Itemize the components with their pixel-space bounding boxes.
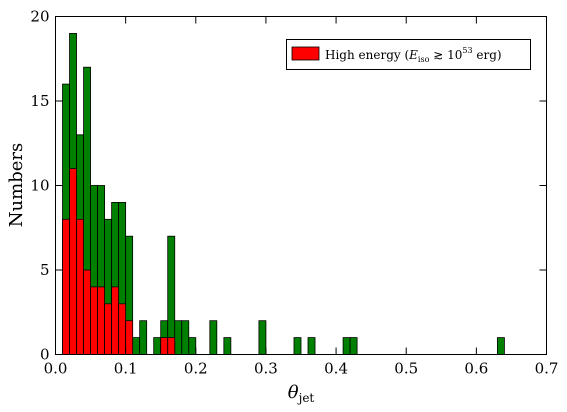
legend-label-high-energy: High energy (Eiso ≳ 1053 erg) — [325, 46, 502, 64]
high-energy-bar-7 — [111, 286, 120, 355]
total-bar-26 — [496, 337, 505, 355]
high-energy-bar-5 — [97, 286, 106, 355]
x-tick-label-7: 0.7 — [535, 360, 559, 378]
x-axis-label: θjet — [288, 382, 315, 405]
x-axis-symbol: θ — [288, 382, 299, 403]
x-tick-label-4: 0.4 — [324, 360, 348, 378]
total-bar-17 — [181, 320, 190, 355]
total-bar-22 — [293, 337, 302, 355]
x-tick-label-2: 0.2 — [184, 360, 208, 378]
bars-layer — [62, 33, 505, 355]
total-bar-15 — [167, 235, 176, 355]
total-bar-13 — [153, 337, 162, 355]
high-energy-bar-8 — [118, 303, 127, 355]
high-energy-bar-0 — [62, 218, 70, 355]
tick-labels-layer: 0.0 0.1 0.2 0.3 0.4 0.5 0.6 0.7 0 5 10 15 20 — [30, 8, 558, 378]
plot-frame — [55, 16, 547, 355]
y-tick-label-2: 10 — [30, 177, 49, 195]
high-energy-bar-6 — [104, 303, 113, 355]
high-energy-bar-9 — [125, 320, 134, 355]
high-energy-bar-14 — [160, 337, 169, 355]
legend: High energy (Eiso ≳ 1053 erg) — [286, 39, 531, 70]
x-tick-label-6: 0.6 — [464, 360, 488, 378]
total-bar-21 — [258, 320, 267, 355]
legend-box — [286, 39, 531, 70]
high-energy-bar-15 — [167, 337, 176, 355]
total-bar-25 — [349, 337, 358, 355]
total-bar-16 — [174, 320, 183, 355]
legend-swatch-high-energy — [291, 46, 320, 61]
y-tick-label-0: 0 — [40, 346, 50, 364]
high-energy-bar-2 — [76, 218, 84, 355]
high-energy-bar-1 — [69, 168, 77, 355]
total-bar-11 — [139, 320, 148, 355]
total-bar-19 — [209, 320, 218, 355]
x-tick-label-5: 0.5 — [394, 360, 418, 378]
y-tick-label-4: 20 — [30, 8, 49, 26]
x-tick-label-1: 0.1 — [114, 360, 138, 378]
y-axis-label: Numbers — [6, 143, 27, 227]
high-energy-bar-3 — [83, 269, 91, 355]
x-tick-label-3: 0.3 — [254, 360, 278, 378]
total-bar-18 — [188, 337, 197, 355]
high-energy-bar-4 — [90, 286, 98, 355]
total-bar-24 — [342, 337, 351, 355]
x-axis-subscript: jet — [297, 391, 315, 405]
total-bar-20 — [223, 337, 232, 355]
total-bar-10 — [132, 337, 141, 355]
ticks-layer — [55, 16, 547, 355]
y-tick-label-3: 15 — [30, 92, 49, 110]
y-tick-label-1: 5 — [40, 261, 50, 279]
x-tick-label-0: 0.0 — [44, 360, 68, 378]
total-bar-23 — [307, 337, 316, 355]
